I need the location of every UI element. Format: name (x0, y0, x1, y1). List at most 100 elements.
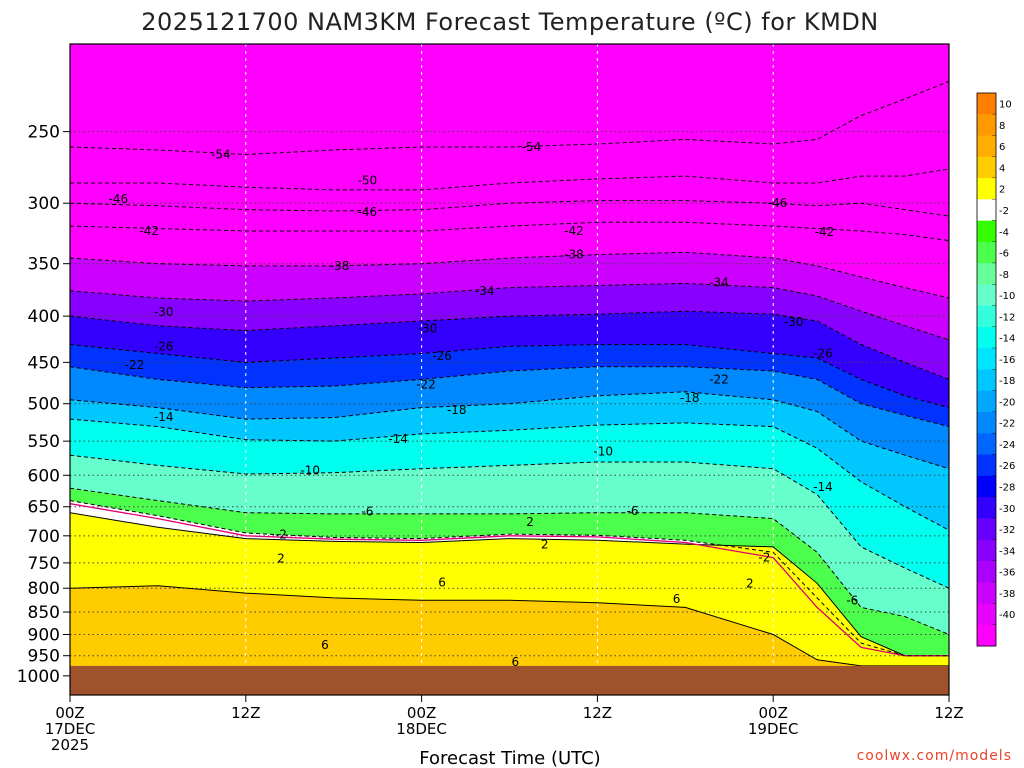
colorbar-label: -18 (999, 376, 1015, 387)
contour-label: -6 (361, 505, 373, 519)
isotherm-line (70, 168, 949, 191)
plot-area (70, 44, 949, 695)
colorbar-label: -28 (999, 482, 1015, 493)
contour-label: -38 (564, 248, 584, 262)
x-tick-label: 17DEC (45, 720, 96, 738)
isotherm-line (70, 200, 949, 217)
contour-label: -14 (388, 432, 408, 446)
colorbar-swatch (977, 178, 996, 200)
colorbar-label: -22 (999, 419, 1015, 430)
colorbar-swatch (977, 326, 996, 349)
y-tick-label: 450 (28, 353, 60, 373)
chart-title: 2025121700 NAM3KM Forecast Temperature (… (141, 8, 879, 36)
contour-label: -30 (154, 305, 174, 319)
colorbar-label: -34 (999, 546, 1015, 557)
temperature-band (70, 391, 949, 531)
colorbar-label: -38 (999, 589, 1015, 600)
colorbar-swatch (977, 156, 996, 179)
x-tick-label: 00Z (759, 704, 788, 722)
isotherm-line (70, 282, 949, 341)
colorbar-label: -10 (999, 291, 1015, 302)
contour-label: -2 (758, 551, 770, 565)
temperature-band (70, 283, 949, 380)
temperature-band (70, 585, 949, 666)
contour-label: -26 (813, 347, 833, 361)
contour-label: -42 (815, 225, 835, 239)
contour-label: 2 (541, 538, 549, 552)
colorbar-swatch (977, 518, 996, 541)
colorbar-swatch (977, 220, 996, 243)
isotherm-line (70, 503, 949, 657)
temperature-band (70, 366, 949, 469)
contour-label: -22 (709, 372, 729, 386)
colorbar-swatch (977, 199, 996, 222)
y-tick-label: 500 (28, 395, 60, 415)
y-tick-label: 800 (28, 579, 60, 599)
credit-text: coolwx.com/models (857, 748, 1012, 764)
colorbar-label: -6 (999, 249, 1009, 260)
contour-label: -18 (447, 403, 467, 417)
contour-label: -54 (522, 140, 542, 154)
temperature-band (70, 455, 949, 635)
contour-label: 6 (438, 575, 446, 589)
y-tick-label: 700 (28, 527, 60, 547)
isotherm-line (70, 80, 949, 156)
contour-label: -22 (125, 358, 145, 372)
contour-label: 6 (673, 592, 681, 606)
y-tick-label: 750 (28, 554, 60, 574)
colorbar-label: -26 (999, 461, 1015, 472)
colorbar-swatch (977, 390, 996, 413)
y-tick-label: 250 (28, 123, 60, 143)
temperature-band (70, 169, 949, 217)
y-tick-label: 850 (28, 603, 60, 623)
isotherm-contours (70, 80, 949, 667)
contour-label: -2 (275, 528, 287, 542)
contour-label: -14 (813, 480, 833, 494)
colorbar-label: -4 (999, 227, 1009, 238)
colorbar-swatch (977, 560, 996, 583)
contour-label: 6 (512, 655, 520, 669)
x-tick-label: 2025 (51, 736, 89, 754)
contour-label: -22 (416, 377, 436, 391)
isotherm-line (70, 500, 949, 657)
colorbar-label: -2 (999, 206, 1009, 217)
colorbar-label: -30 (999, 504, 1015, 515)
y-tick-label: 550 (28, 432, 60, 452)
temperature-band (70, 311, 949, 408)
isotherm-line (70, 251, 949, 299)
y-tick-label: 300 (28, 194, 60, 214)
temperature-bands (70, 81, 949, 695)
isotherm-line (70, 391, 949, 470)
contour-label: -14 (154, 410, 174, 424)
temperature-band (70, 419, 949, 589)
colorbar-label: -14 (999, 334, 1015, 345)
colorbar-swatch (977, 539, 996, 562)
contour-label: -10 (593, 445, 613, 459)
colorbar-swatch (977, 603, 996, 626)
contour-label: 2 (277, 552, 285, 566)
colorbar: 10 8 6 4 2 -2 -4 -6 -8 -10 -12 -14 -16 -18 -20 -22 -24 -2… (976, 92, 1015, 647)
colorbar-swatch (977, 624, 996, 647)
isotherm-line (70, 512, 949, 657)
contour-label: -18 (680, 391, 700, 405)
contour-label: -30 (784, 315, 804, 329)
y-tick-label: 350 (28, 255, 60, 275)
colorbar-swatch (977, 433, 996, 456)
contour-label: -26 (154, 339, 174, 353)
isotherm-line (70, 344, 949, 409)
colorbar-swatch (977, 241, 996, 264)
contour-label: -46 (768, 196, 788, 210)
plot-frame (69, 43, 950, 696)
temperature-band (70, 222, 949, 298)
x-tick-label: 00Z (407, 704, 436, 722)
x-tick-label: 19DEC (748, 720, 799, 738)
colorbar-label: 8 (999, 121, 1005, 132)
contour-label: -6 (627, 504, 639, 518)
isotherm-line (70, 487, 949, 635)
y-tick-label: 400 (28, 307, 60, 327)
colorbar-label: 4 (999, 163, 1005, 174)
colorbar-swatch (977, 475, 996, 498)
colorbar-swatch (977, 93, 996, 115)
colorbar-swatch (977, 412, 996, 434)
y-tick-label: 600 (28, 466, 60, 486)
